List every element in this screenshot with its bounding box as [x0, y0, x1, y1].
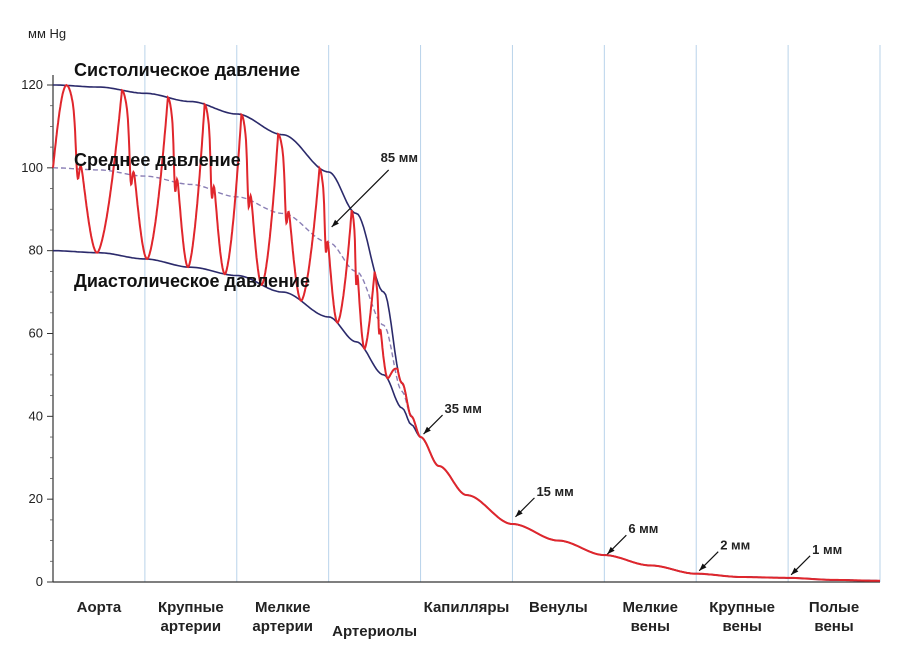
x-category-label: Венулы — [529, 599, 588, 616]
x-category-label: Мелкие артерии — [252, 599, 313, 635]
y-tick-label: 120 — [21, 77, 43, 92]
annotation-label: 1 мм — [812, 542, 842, 557]
annotation-arrowhead — [791, 567, 799, 575]
annotation-arrowhead — [607, 546, 615, 555]
x-category-label: Крупные вены — [709, 599, 775, 635]
x-category-label: Мелкие вены — [623, 599, 678, 635]
annotation-label: 6 мм — [628, 521, 658, 536]
series-label-systolic: Систолическое давление — [74, 60, 300, 80]
y-tick-label: 80 — [29, 243, 43, 258]
annotation-arrowhead — [331, 219, 339, 227]
annotation-arrow — [331, 169, 390, 228]
y-axis-ticks: 0 20 40 60 80 100 120 — [21, 77, 53, 589]
x-category-label: Аорта — [77, 599, 122, 616]
series-labels: Систолическое давление Среднее давление … — [74, 60, 310, 291]
series-label-mean: Среднее давление — [74, 150, 241, 170]
annotation-arrowhead — [699, 563, 707, 571]
vertical-gridlines — [144, 45, 881, 582]
y-tick-label: 100 — [21, 160, 43, 175]
pulse-wave-line — [52, 83, 880, 582]
x-category-label: Крупные артерии — [158, 599, 224, 635]
y-axis-unit-label: мм Hg — [28, 26, 66, 41]
annotation-label: 85 мм — [381, 150, 418, 165]
pulse-wave — [52, 83, 880, 582]
x-category-label: Полые вены — [809, 599, 859, 635]
y-axis: мм Hg — [28, 26, 880, 583]
x-category-label: Капилляры — [424, 599, 510, 616]
annotations: 85 мм 35 мм 15 мм 6 мм 2 мм 1 мм — [331, 150, 842, 576]
y-tick-label: 60 — [29, 326, 43, 341]
x-axis-categories: Аорта Крупные артерии Мелкие артерии Артериол… — [77, 599, 860, 640]
annotation-label: 15 мм — [536, 484, 573, 499]
annotation-label: 35 мм — [445, 401, 482, 416]
series-label-diastolic: Диастолическое давление — [74, 271, 310, 291]
y-tick-label: 0 — [36, 574, 43, 589]
annotation-arrowhead — [423, 426, 431, 435]
mean-curve — [53, 167, 880, 582]
annotation-arrowhead — [515, 509, 523, 517]
annotation-label: 2 мм — [720, 538, 750, 553]
y-tick-label: 20 — [29, 491, 43, 506]
y-tick-label: 40 — [29, 408, 43, 423]
x-category-label: Артериолы — [332, 623, 417, 640]
